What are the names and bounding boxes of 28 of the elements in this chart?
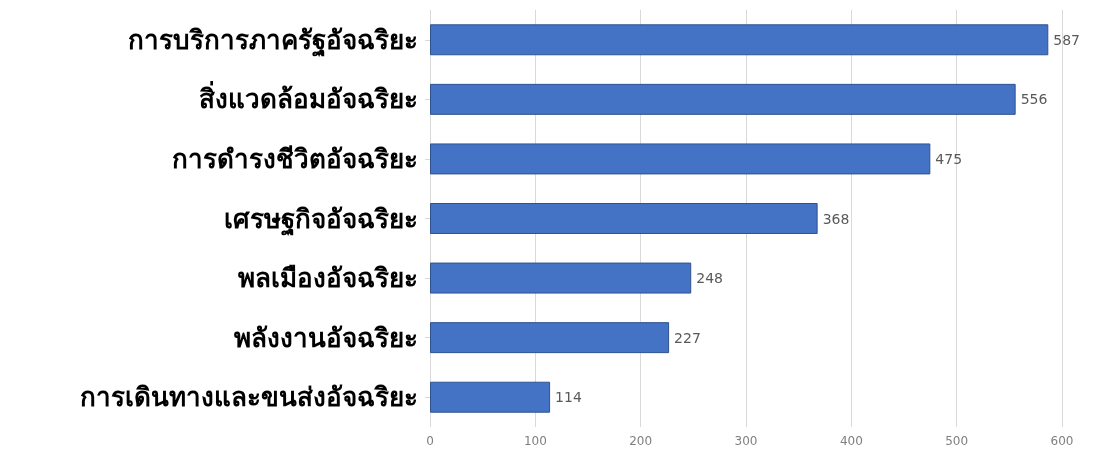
y-tick-label: การเดินทางและขนส่งอัจฉริยะ <box>80 382 418 413</box>
bar <box>430 262 692 294</box>
y-tick-label: การบริการภาครัฐอัจฉริยะ <box>128 24 418 58</box>
bar <box>430 83 1016 115</box>
data-label: 248 <box>696 270 723 287</box>
data-label: 556 <box>1020 91 1048 108</box>
y-tick-label: พลังงานอัจฉริยะ <box>234 322 418 353</box>
y-tick-label: พลเมืองอัจฉริยะ <box>238 263 418 294</box>
x-tick-label: 0 <box>426 434 434 448</box>
data-label: 475 <box>935 150 963 167</box>
x-tick-label: 100 <box>523 434 547 448</box>
y-tick-label: เศรษฐกิจอัจฉริยะ <box>224 203 418 237</box>
x-tick-label: 400 <box>839 434 863 448</box>
y-tick-label: สิ่งแวดล้อมอัจฉริยะ <box>199 80 418 115</box>
bar <box>430 381 551 413</box>
data-label: 587 <box>1053 31 1081 48</box>
bar <box>430 143 931 175</box>
y-tick-label: การดำรงชีวิตอัจฉริยะ <box>172 143 418 174</box>
x-tick-label: 500 <box>945 434 969 448</box>
x-tick-label: 300 <box>734 434 758 448</box>
bar <box>430 203 818 234</box>
x-tick-label: 200 <box>629 434 653 448</box>
x-tick-label: 600 <box>1050 434 1074 448</box>
bar <box>430 322 670 354</box>
bar <box>430 24 1049 56</box>
data-label: 227 <box>674 329 701 346</box>
data-label: 368 <box>822 210 850 227</box>
data-label: 114 <box>555 389 582 406</box>
